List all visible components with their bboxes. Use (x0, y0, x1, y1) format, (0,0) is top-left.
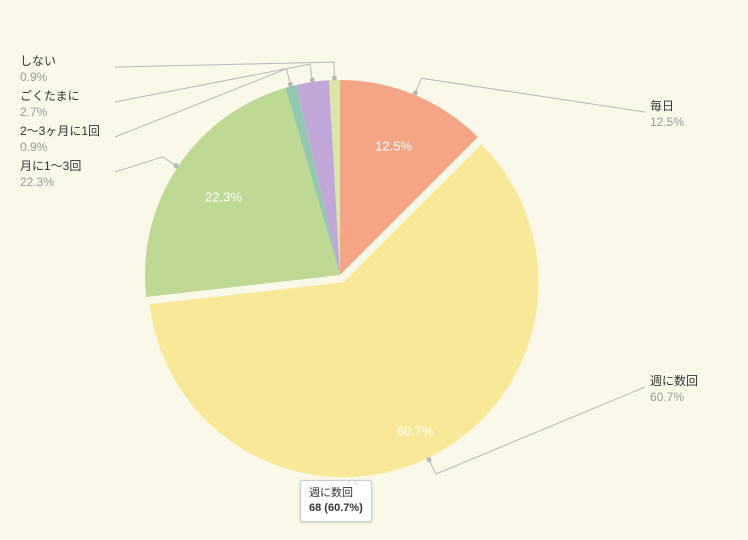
slice-pct-label: 22.3% (205, 190, 242, 205)
slice-pct-label: 60.7% (397, 423, 434, 438)
legend-pct: 0.9% (20, 141, 47, 154)
legend-label: 2〜3ヶ月に1回 (20, 125, 100, 138)
legend-label: しない (20, 55, 56, 68)
leader-line (115, 62, 334, 78)
legend-pct: 12.5% (650, 116, 684, 129)
legend-label: 月に1〜3回 (20, 160, 81, 173)
legend-label: ごくたまに (20, 90, 80, 103)
legend-pct: 60.7% (650, 391, 684, 404)
tooltip-title: 週に数回 (309, 487, 353, 499)
legend-label: 毎日 (650, 100, 674, 113)
legend-label: 週に数回 (650, 375, 698, 388)
tooltip-value: 68 (60.7%) (309, 502, 363, 514)
tooltip: 週に数回 68 (60.7%) (300, 480, 372, 522)
slice-pct-label: 12.5% (375, 138, 412, 153)
legend-pct: 2.7% (20, 106, 47, 119)
pie-chart (0, 0, 748, 540)
leader-line (415, 78, 645, 112)
leader-line (115, 157, 176, 172)
legend-pct: 0.9% (20, 71, 47, 84)
legend-pct: 22.3% (20, 176, 54, 189)
